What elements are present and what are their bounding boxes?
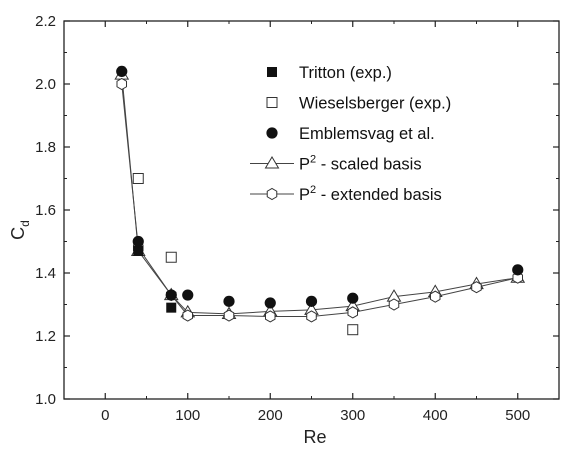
legend-symbol — [266, 127, 278, 139]
legend-symbol — [264, 156, 280, 169]
data-point — [132, 235, 144, 248]
x-axis-label: Re — [303, 427, 326, 447]
series-1-points — [132, 173, 359, 336]
data-point — [512, 271, 524, 284]
legend-label-superscript: 2 — [310, 184, 316, 196]
legend-entry-3: P2 - scaled basis — [250, 154, 422, 174]
y-tick-label: 1.4 — [35, 265, 56, 282]
y-tick-label: 2.2 — [35, 13, 56, 30]
legend-label-rest: - scaled basis — [316, 156, 421, 174]
y-tick-label: 1.0 — [35, 391, 56, 408]
legend-symbol — [267, 67, 277, 77]
legend-label-main: P — [299, 186, 310, 204]
x-tick-label: 100 — [175, 407, 200, 424]
y-tick-label: 1.6 — [35, 202, 56, 219]
data-point — [116, 77, 128, 91]
legend-label-superscript: 2 — [310, 154, 316, 166]
data-point — [223, 309, 235, 322]
data-point — [347, 306, 359, 319]
legend-label: Wieselsberger (exp.) — [299, 95, 451, 113]
data-point — [165, 251, 177, 263]
y-axis-label-main: C — [8, 227, 28, 240]
x-axis: 0 100 200 300 400 500 — [63, 21, 560, 424]
legend-entry-0: Tritton (exp.) — [267, 64, 392, 82]
y-axis-label: Cd — [8, 220, 32, 240]
data-point — [165, 289, 177, 301]
data-point — [347, 324, 359, 336]
series-0-points — [133, 245, 177, 313]
legend-symbol — [266, 187, 278, 201]
data-point — [471, 281, 482, 294]
data-point — [116, 65, 128, 77]
data-point — [133, 245, 144, 256]
legend-label: Tritton (exp.) — [299, 64, 392, 82]
legend-symbol — [266, 97, 278, 108]
data-point — [264, 297, 276, 309]
data-point — [264, 310, 276, 323]
y-axis-label-subscript: d — [18, 220, 32, 227]
x-tick-label: 400 — [423, 407, 448, 424]
data-point — [132, 173, 144, 184]
y-tick-label: 2.0 — [35, 76, 56, 93]
legend-entry-1: Wieselsberger (exp.) — [266, 95, 451, 113]
series-line-4 — [121, 83, 518, 317]
data-point — [182, 289, 194, 301]
y-tick-label: 1.8 — [35, 139, 56, 156]
data-point — [223, 295, 235, 307]
data-point — [429, 290, 441, 303]
x-tick-label: 300 — [340, 407, 365, 424]
legend: Tritton (exp.) Wieselsberger (exp.) Emblem… — [250, 64, 451, 204]
data-point — [347, 292, 359, 304]
y-axis: 1.0 1.2 1.4 1.6 1.8 2.0 2.2 — [35, 13, 559, 408]
legend-label: P2 - extended basis — [299, 184, 442, 204]
data-point — [182, 309, 194, 322]
x-tick-label: 0 — [101, 407, 109, 424]
legend-label-main: P — [299, 156, 310, 174]
data-point — [306, 310, 317, 323]
legend-entry-4: P2 - extended basis — [250, 184, 442, 204]
series-layer — [114, 65, 526, 336]
x-tick-label: 200 — [258, 407, 283, 424]
data-point — [305, 295, 318, 307]
legend-label-rest: - extended basis — [316, 186, 442, 204]
series-2-points — [116, 65, 524, 309]
legend-label: P2 - scaled basis — [299, 154, 422, 174]
legend-entry-2: Emblemsvag et al. — [266, 125, 435, 143]
data-point — [388, 298, 400, 311]
data-point — [512, 264, 524, 276]
legend-label: Emblemsvag et al. — [299, 125, 435, 143]
x-tick-label: 500 — [505, 407, 530, 424]
y-tick-label: 1.2 — [35, 328, 56, 345]
data-point — [166, 302, 177, 313]
